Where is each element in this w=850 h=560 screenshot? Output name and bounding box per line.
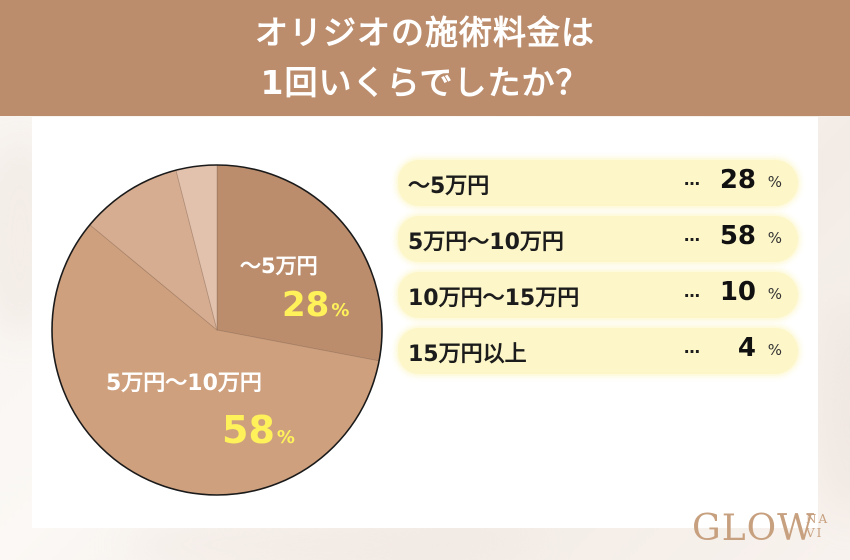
legend-item: 5万円〜10万円 … 58 % bbox=[398, 216, 798, 262]
legend-item: 15万円以上 … 4 % bbox=[398, 328, 798, 374]
legend-unit: % bbox=[767, 229, 782, 247]
ellipsis: … bbox=[684, 226, 700, 245]
legend-value: 28 bbox=[719, 165, 756, 195]
legend-label: 5万円〜10万円 bbox=[408, 230, 564, 255]
pie-svg bbox=[51, 164, 383, 496]
legend: 〜5万円 … 28 % 5万円〜10万円 … 58 % 10万円〜15万円 … … bbox=[398, 160, 798, 384]
pie-label-under-5man: 〜5万円 bbox=[240, 254, 318, 278]
logo-sub-top: NA bbox=[806, 512, 830, 526]
page-title: オリジオの施術料金は 1回いくらでしたか？ bbox=[0, 0, 850, 116]
legend-label: 15万円以上 bbox=[408, 342, 527, 367]
logo-sub: NA VI bbox=[806, 512, 829, 540]
legend-unit: % bbox=[767, 173, 782, 191]
pie-pct-under-5man: 28% bbox=[282, 285, 349, 325]
pie-pct-value: 58 bbox=[222, 408, 275, 452]
legend-item: 10万円〜15万円 … 10 % bbox=[398, 272, 798, 318]
pie-pct-unit: % bbox=[331, 300, 350, 321]
ellipsis: … bbox=[684, 282, 700, 301]
pie-pct-5-10man: 58% bbox=[222, 408, 295, 452]
glow-navi-logo: GLOW bbox=[692, 508, 816, 549]
legend-label: 〜5万円 bbox=[408, 174, 490, 199]
ellipsis: … bbox=[684, 170, 700, 189]
ellipsis: … bbox=[684, 338, 700, 357]
legend-unit: % bbox=[767, 341, 782, 359]
background-decoration bbox=[120, 525, 540, 560]
legend-value: 10 bbox=[719, 277, 756, 307]
pie-label-5-10man: 5万円〜10万円 bbox=[106, 371, 262, 396]
logo-sub-bottom: VI bbox=[806, 526, 824, 540]
legend-item: 〜5万円 … 28 % bbox=[398, 160, 798, 206]
legend-value: 58 bbox=[719, 221, 756, 251]
title-line-1: オリジオの施術料金は bbox=[255, 13, 595, 52]
legend-value: 4 bbox=[737, 333, 756, 363]
legend-label: 10万円〜15万円 bbox=[408, 286, 580, 311]
title-line-2: 1回いくらでしたか？ bbox=[260, 63, 590, 102]
legend-unit: % bbox=[767, 285, 782, 303]
pie-pct-value: 28 bbox=[282, 285, 330, 325]
pie-pct-unit: % bbox=[276, 427, 295, 448]
